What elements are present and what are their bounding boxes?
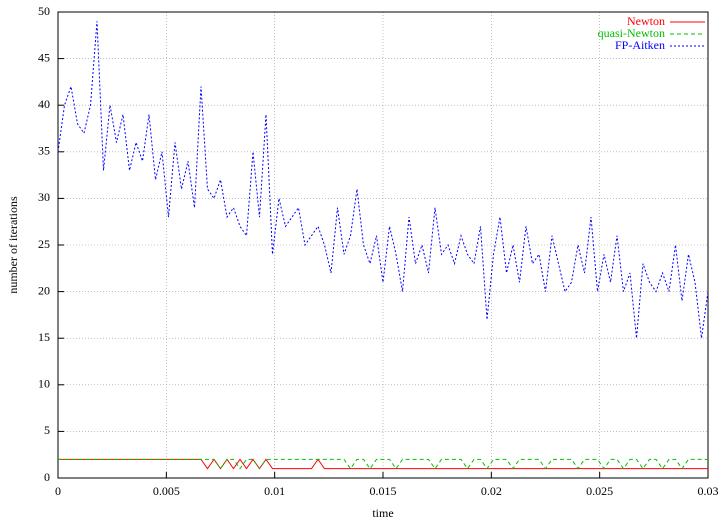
x-tick-label: 0.015 [370, 484, 397, 498]
y-axis-label: number of iterations [6, 196, 20, 294]
y-tick-label: 45 [38, 50, 50, 64]
x-tick-label: 0.025 [586, 484, 613, 498]
series-line [58, 458, 708, 470]
series-line [58, 458, 708, 470]
x-axis-label: time [372, 506, 393, 520]
y-tick-label: 25 [38, 237, 50, 251]
y-tick-label: 20 [38, 283, 50, 297]
legend-label: Newton [627, 14, 665, 28]
legend-label: FP-Aitken [615, 38, 665, 52]
y-tick-label: 0 [44, 470, 50, 484]
y-tick-label: 50 [38, 4, 50, 18]
x-tick-label: 0.02 [481, 484, 502, 498]
y-tick-label: 10 [38, 377, 50, 391]
y-tick-label: 30 [38, 190, 50, 204]
y-tick-label: 15 [38, 330, 50, 344]
x-tick-label: 0 [55, 484, 61, 498]
y-tick-label: 5 [44, 423, 50, 437]
legend-label: quasi-Newton [598, 26, 665, 40]
series-line [57, 21, 709, 339]
x-tick-label: 0.01 [264, 484, 285, 498]
y-tick-label: 35 [38, 144, 50, 158]
x-tick-label: 0.005 [153, 484, 180, 498]
x-tick-label: 0.03 [698, 484, 719, 498]
plot-frame [57, 11, 709, 479]
y-tick-label: 40 [38, 97, 50, 111]
